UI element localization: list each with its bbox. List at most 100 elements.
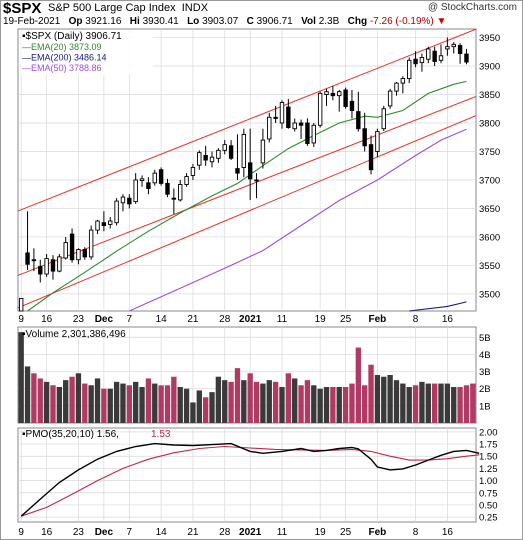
volume-bar <box>190 402 196 423</box>
volume-bar <box>101 388 107 423</box>
candle-down <box>171 197 177 200</box>
volume-bar <box>457 387 463 423</box>
candle-down <box>203 155 208 161</box>
candle-up <box>438 55 444 61</box>
candle-up <box>407 59 412 80</box>
exchange: INDX <box>181 2 209 14</box>
panel-frame <box>17 427 477 523</box>
candle-up <box>375 131 380 152</box>
volume-bar <box>120 383 126 423</box>
y-tick-label: 0.25 <box>479 513 498 524</box>
volume-bar <box>292 378 298 423</box>
down-arrow-icon: ▼ <box>436 16 447 27</box>
candle-up <box>152 172 157 184</box>
index-name-text: S&P 500 Large Cap Index <box>48 2 176 14</box>
candle-up <box>57 256 62 272</box>
x-tick-label: 8 <box>413 314 419 325</box>
y-tick-label: 0.50 <box>479 500 498 511</box>
candle-up <box>133 179 138 203</box>
y-tick-label: 3650 <box>479 204 500 215</box>
candle-up <box>222 144 227 151</box>
candle-down <box>273 116 278 119</box>
candle-up <box>337 91 342 97</box>
volume-bar <box>196 390 202 423</box>
y-tick-label: 3800 <box>479 119 500 130</box>
candle-up <box>63 242 68 259</box>
candle-down <box>356 111 361 130</box>
volume-bar <box>222 380 228 423</box>
volume-bar <box>31 373 37 423</box>
volume-bar <box>113 381 120 423</box>
volume-bar <box>63 380 69 423</box>
volume-bar <box>139 387 145 423</box>
candle-down <box>457 45 463 54</box>
pmo-signal-value: 1.53 <box>151 429 171 440</box>
candle-down <box>235 168 240 174</box>
candle-down <box>69 233 75 261</box>
y-tick-label: 1B <box>479 401 491 412</box>
volume-bar <box>387 375 393 423</box>
candle-down <box>228 145 234 159</box>
candle-down <box>305 122 310 144</box>
volume-bar <box>317 388 323 423</box>
candle-up <box>95 220 100 231</box>
legend-entry: —EMA(200) 3486.14 <box>22 53 107 63</box>
x-tick-label: 19 <box>315 314 327 325</box>
volume-bar <box>107 388 113 423</box>
volume-bar <box>304 380 311 423</box>
volume-bar <box>393 380 400 423</box>
x-tick-label: Feb <box>369 314 387 325</box>
ema200-line <box>409 301 467 312</box>
candle-up <box>76 249 81 261</box>
volume-bar <box>342 387 349 423</box>
x-tick-label: 16 <box>442 314 454 325</box>
vol-label: Vol <box>301 16 316 27</box>
symbol: $SPX <box>3 0 42 17</box>
x-tick-label: 23 <box>73 314 85 325</box>
candle-down <box>330 92 336 97</box>
volume-bar <box>298 385 304 423</box>
candle-up <box>387 90 393 107</box>
volume-bar <box>266 380 272 423</box>
candle-up <box>426 48 431 60</box>
pmo-line <box>20 442 480 517</box>
candle-down <box>464 53 469 63</box>
candle-up <box>279 102 285 124</box>
candle-up <box>394 82 399 92</box>
candle-up <box>419 57 425 64</box>
x-tick-label: 9 <box>18 314 24 325</box>
volume-bar <box>438 383 444 423</box>
volume-bar <box>374 375 381 423</box>
pmo-panel-title: ▪PMO(35,20,10) 1.56, <box>22 429 119 440</box>
y-tick-label: 3900 <box>479 62 500 73</box>
candle-down <box>343 89 348 107</box>
x-tick-label: 28 <box>219 314 231 325</box>
candle-down <box>286 106 291 129</box>
candle-up <box>197 152 202 166</box>
vol-value: 2.3B <box>318 16 340 27</box>
candle-up <box>451 43 456 48</box>
volume-bar <box>171 376 177 423</box>
candle-up <box>108 220 113 225</box>
legend-background <box>21 31 153 75</box>
volume-bar <box>75 373 82 423</box>
volume-bar <box>272 381 279 423</box>
x-tick-label: 2021 <box>239 527 262 538</box>
volume-bar <box>177 387 183 423</box>
high-label: Hi <box>129 16 140 27</box>
y-tick-label: 4B <box>479 350 491 361</box>
candle-down <box>254 179 259 182</box>
candle-up <box>18 298 24 312</box>
x-tick-label: 8 <box>413 527 419 538</box>
volume-bar <box>311 385 317 423</box>
candle-up <box>241 133 247 168</box>
candle-down <box>25 252 30 265</box>
x-tick-label: 7 <box>127 314 133 325</box>
x-tick-label: 28 <box>219 527 231 538</box>
candle-up <box>44 258 49 275</box>
channel-upper-line <box>18 29 476 212</box>
quote-line: 19-Feb-2021 Op 3921.16 Hi 3930.41 Lo 390… <box>3 17 446 27</box>
volume-bar <box>355 347 361 423</box>
candle-down <box>349 100 355 111</box>
